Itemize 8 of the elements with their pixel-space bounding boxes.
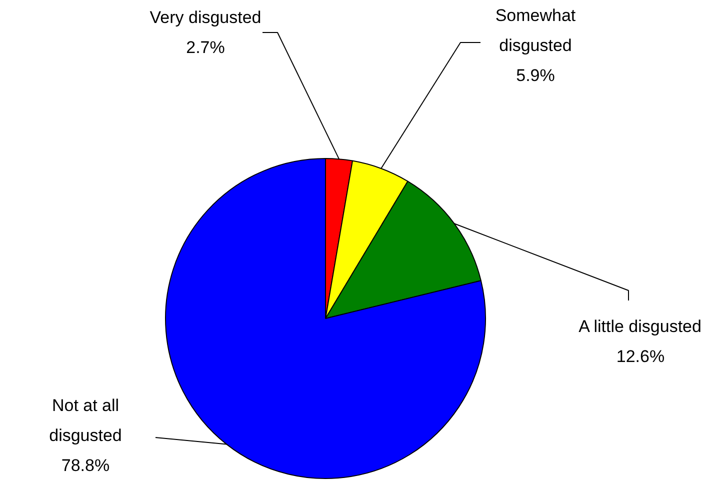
data-label: 12.6%	[616, 347, 665, 366]
slice-label: A little disgusted	[578, 317, 702, 336]
data-label: 2.7%	[186, 38, 225, 57]
slice-label: Not at all disgusted	[49, 396, 122, 445]
data-label: 5.9%	[516, 66, 555, 85]
slice-label: Very disgusted	[150, 8, 262, 27]
slice-label: Somewhat disgusted	[495, 6, 576, 55]
data-label: 78.8%	[61, 456, 110, 475]
